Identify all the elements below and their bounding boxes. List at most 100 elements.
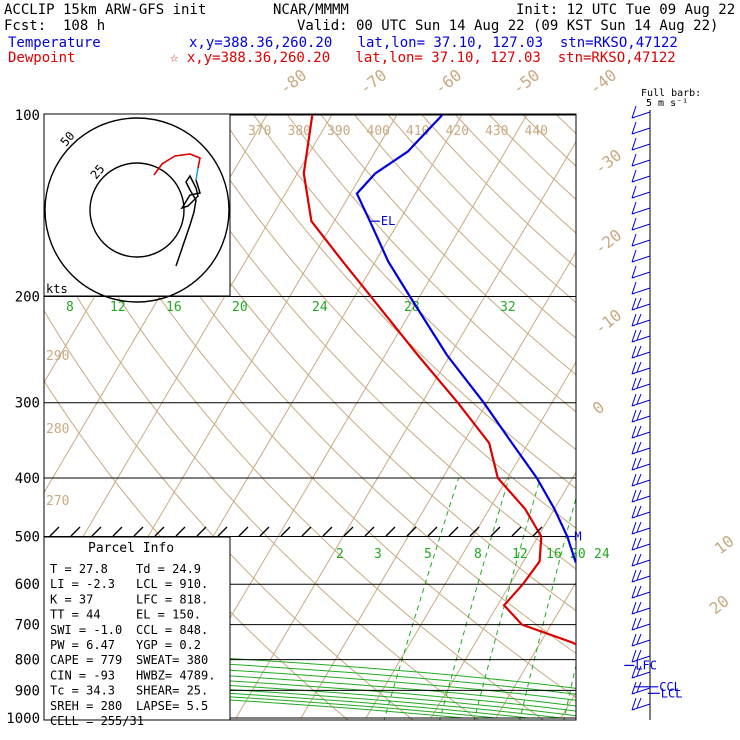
wind-barb-flag [636, 617, 642, 629]
wind-barb-staff [631, 175, 651, 183]
dewpoint-legend-label: Dewpoint [8, 50, 76, 66]
mixing-ratio-label: 12 [110, 300, 126, 315]
hatch-mark [322, 526, 333, 537]
temperature-legend-label: Temperature [8, 35, 101, 51]
wind-barb-flag [636, 601, 642, 613]
wind-barb-flag [636, 361, 642, 373]
wind-barb-flag [631, 361, 637, 375]
wind-barb-flag [631, 297, 637, 311]
potential-temp-label: 430 [485, 124, 508, 139]
wind-barb-flag [636, 489, 642, 501]
parcel-info-right-value: SHEAR= 25. [136, 684, 208, 698]
mixing-ratio-line [519, 496, 576, 720]
level-marker-label: LCL [661, 686, 683, 700]
wind-barb-flag [631, 313, 637, 327]
model-title: ACCLIP 15km ARW-GFS init [4, 2, 207, 18]
wind-barb-staff [631, 431, 651, 439]
wind-barb-flag [631, 233, 637, 247]
wind-barb-staff [631, 543, 651, 551]
dewpoint-line [302, 114, 576, 646]
parcel-info-left-value: LI = -2.3 [50, 577, 115, 591]
wind-barb-flag [631, 681, 637, 695]
potential-temp-label: 400 [367, 124, 390, 139]
wind-barb-staff [631, 159, 651, 167]
wind-barb-flag [631, 505, 637, 519]
wind-barb-flag [631, 329, 637, 343]
temperature-legend-info: x,y=388.36,260.20 lat,lon= 37.10, 127.03… [189, 35, 678, 51]
wind-barb-flag [636, 329, 642, 341]
wind-barb-staff [631, 527, 651, 535]
wind-barb-flag [636, 505, 642, 517]
dry-adiabat-line [44, 309, 414, 720]
wind-barb-flag [636, 457, 642, 469]
hatch-mark [217, 526, 228, 537]
hatch-mark [238, 526, 249, 537]
isotherm-line [495, 581, 576, 719]
wind-barb-staff [631, 271, 651, 279]
isotherm-label: -10 [591, 305, 625, 338]
isotherm-label: -30 [591, 145, 625, 178]
wind-barb-flag [636, 441, 642, 453]
wind-barb-staff [631, 223, 651, 231]
wind-barb-flag [636, 297, 642, 309]
mixing-ratio-label: 32 [500, 300, 516, 315]
isotherm-label: -60 [431, 65, 465, 98]
hatch-mark [385, 526, 396, 537]
wind-barb-flag [631, 521, 637, 535]
wind-barb-flag [636, 585, 642, 597]
wind-barb-flag [636, 345, 642, 357]
dry-adiabat-line [44, 168, 545, 720]
parcel-info-right-value: LAPSE= 5.5 [136, 699, 208, 713]
hatch-mark [112, 526, 123, 537]
hatch-mark [343, 526, 354, 537]
wind-barb-flag [631, 393, 637, 407]
hatch-mark [469, 526, 480, 537]
pressure-tick-label: 1000 [6, 711, 40, 727]
wind-barb-staff [631, 143, 651, 151]
wind-barb-staff [631, 463, 651, 471]
mixing-ratio-line [383, 477, 460, 720]
forecast-hour: Fcst: 108 h [4, 18, 106, 34]
mixing-ratio-label: 2 [336, 547, 344, 562]
wind-barb-flag [636, 537, 642, 549]
plot-frame [43, 113, 577, 721]
dewpoint-legend-info: ☆ x,y=388.36,260.20 lat,lon= 37.10, 127.… [170, 50, 676, 66]
level-marker-label: LFC [635, 658, 657, 672]
pressure-tick-label: 900 [15, 683, 40, 699]
dry-adiabat-line [152, 114, 576, 570]
dry-adiabat-line [118, 114, 576, 612]
dry-adiabat-line [253, 114, 576, 451]
wind-barb-staff [631, 303, 651, 311]
isotherm-label: -70 [356, 65, 390, 98]
mixing-ratio-line [563, 663, 576, 720]
dry-adiabat-line [44, 239, 480, 720]
wind-barb-flag [631, 377, 637, 391]
dry-adiabat-label: 290 [46, 349, 69, 364]
hodograph-trace [175, 174, 201, 267]
wind-barb-staff [631, 575, 651, 583]
wind-barb-staff [631, 415, 651, 423]
wind-barb-staff [631, 367, 651, 375]
hatch-mark [511, 526, 522, 537]
wind-barb-flag [631, 249, 637, 263]
hodograph-ring [44, 117, 230, 303]
moist-adiabat-line [44, 659, 576, 701]
wind-barb-flag [636, 633, 642, 645]
wind-barb-staff [631, 559, 651, 567]
wind-barb-flag [631, 169, 637, 183]
isotherm-label: 20 [706, 591, 733, 618]
hatch-mark [196, 526, 207, 537]
wind-barb-flag [631, 569, 637, 583]
wind-barb-flag [631, 281, 637, 295]
wind-barb-staff [631, 607, 651, 615]
wind-barb-flag [631, 553, 637, 567]
wind-barb-flag [631, 697, 637, 711]
potential-temp-label: 420 [446, 124, 469, 139]
wind-barb-flag [631, 105, 637, 119]
potential-temp-label: 370 [248, 124, 271, 139]
dry-adiabat-label: 280 [46, 422, 69, 437]
wind-barb-flag [636, 425, 642, 437]
dry-adiabat-line [85, 114, 576, 655]
wind-barb-flag [636, 665, 642, 677]
wind-barb-title: Full barb: [641, 88, 701, 99]
